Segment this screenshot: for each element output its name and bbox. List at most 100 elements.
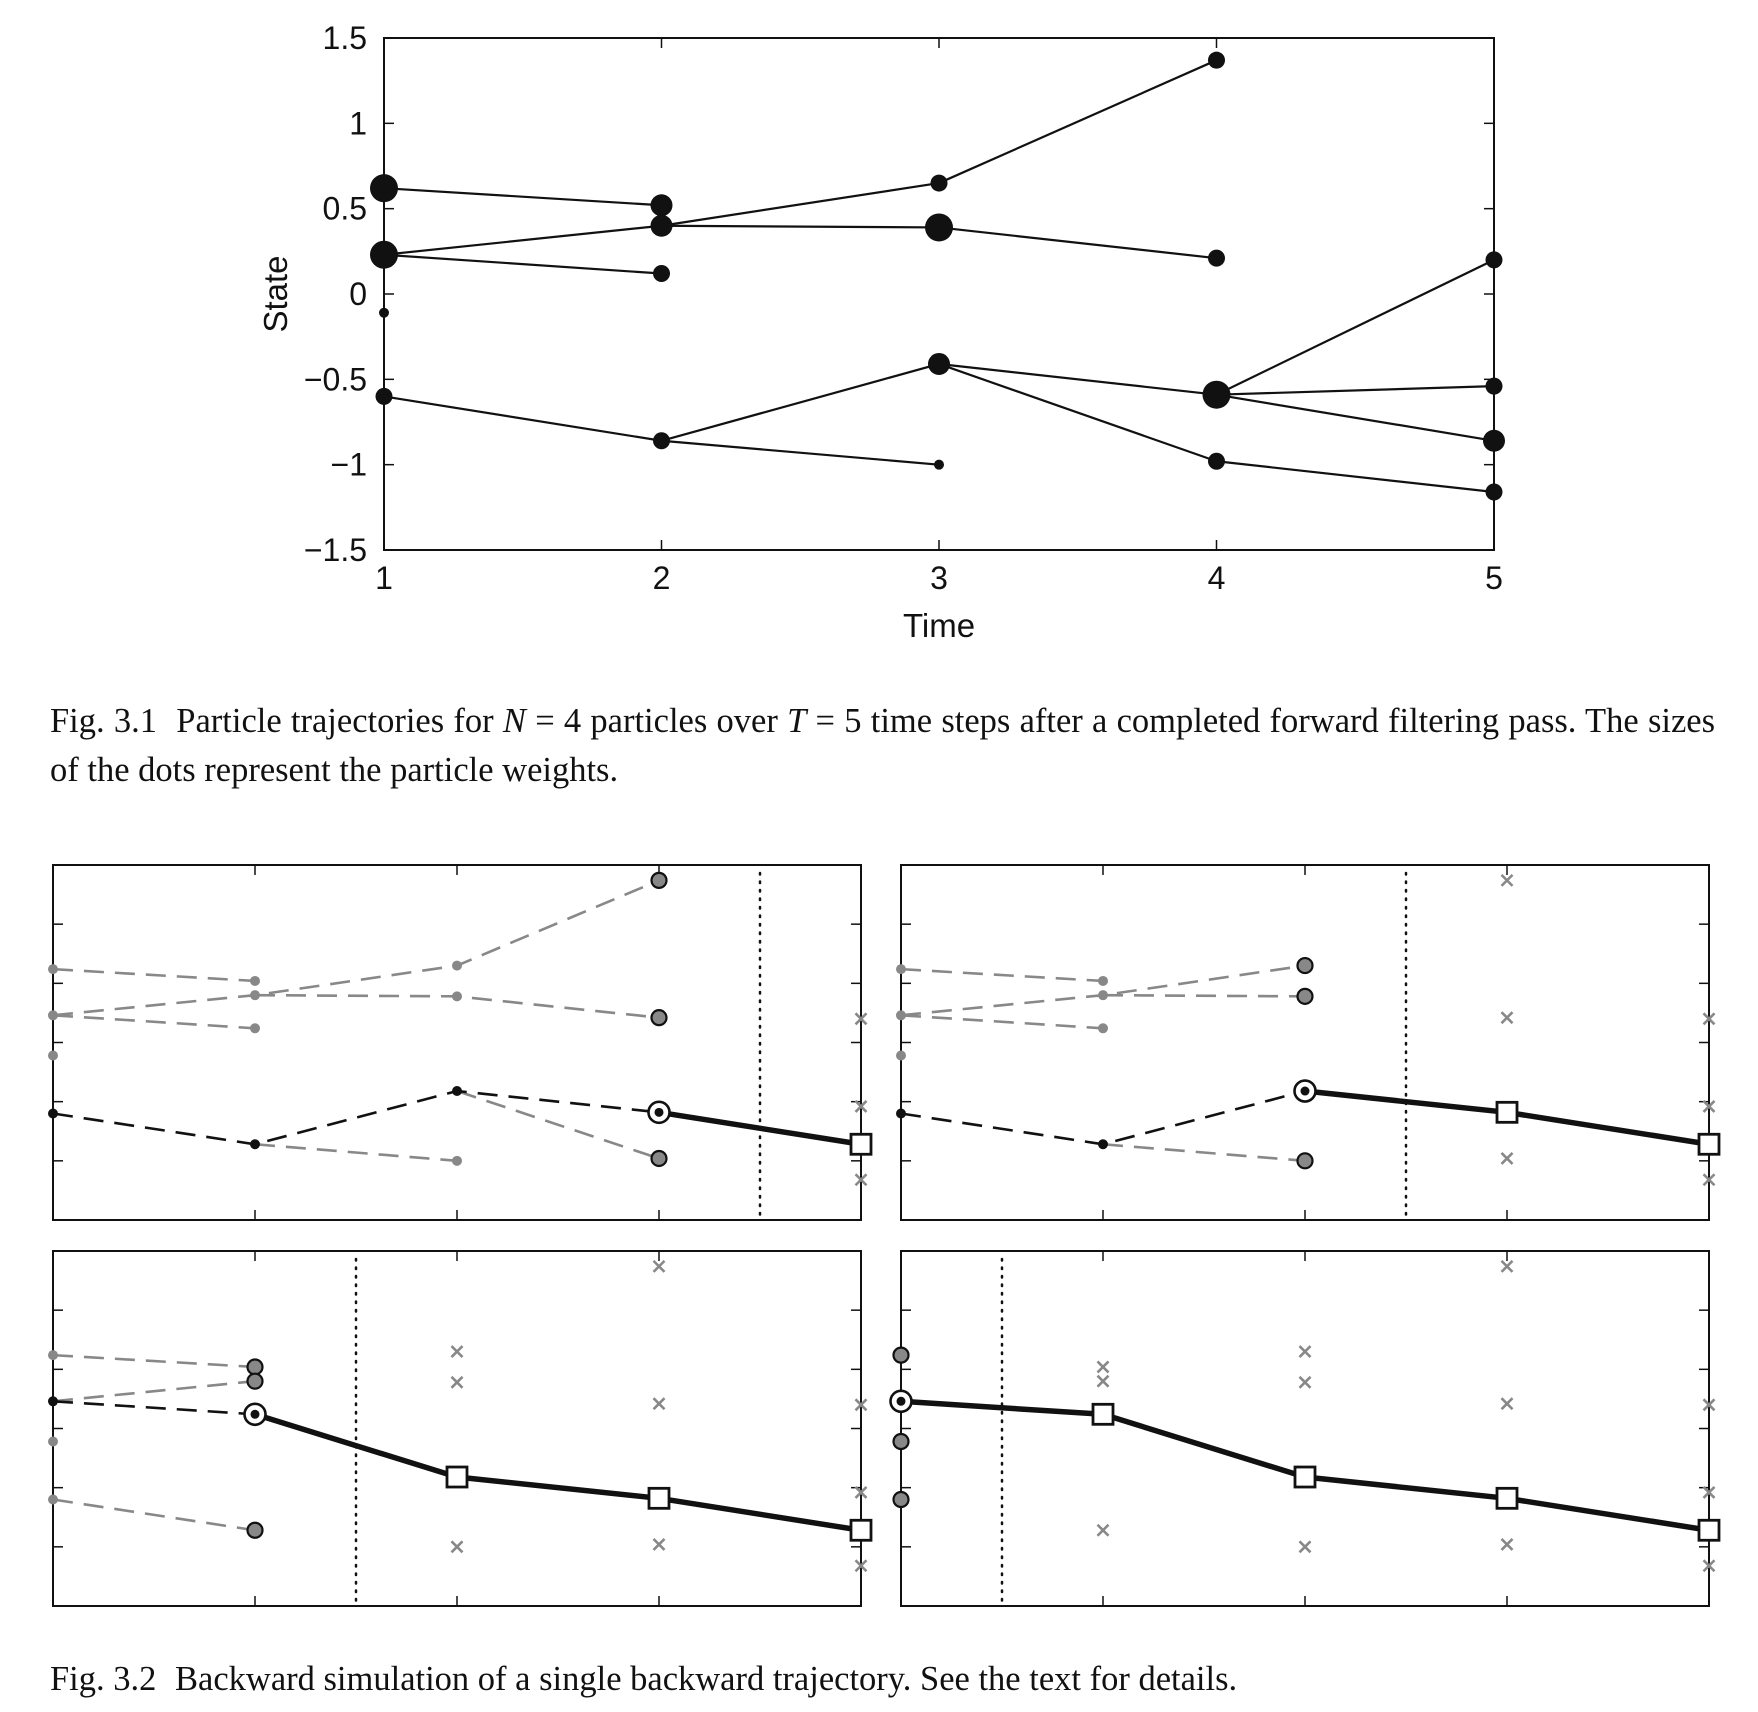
particle-dot [928, 352, 950, 375]
ancestor-particle-dot [250, 1139, 260, 1150]
backward-sim-panel-top-left [48, 864, 873, 1222]
unused-particle-cross [1298, 1345, 1312, 1359]
unused-particle-cross [854, 1099, 868, 1113]
ancestor-particle-dot [48, 1396, 58, 1407]
ancestor-particle-dot [48, 1108, 58, 1119]
ancestry-link [383, 224, 662, 256]
x-axis-label: Time [903, 607, 975, 644]
unused-particle-cross [1096, 1360, 1110, 1374]
candidate-particle-marker [1296, 987, 1314, 1005]
backward-trajectory-line [254, 1411, 862, 1533]
forward-particle-dot [48, 1050, 58, 1061]
y-tick-label: −0.5 [304, 361, 367, 397]
forward-particle-dot [48, 1010, 58, 1021]
forward-particle-dot [896, 1010, 906, 1021]
unused-particle-cross [854, 1012, 868, 1026]
ancestry-link [938, 362, 1217, 396]
forward-particle-dot [48, 964, 58, 975]
sampled-state-square [1495, 1100, 1519, 1124]
particle-dot [653, 265, 670, 283]
ancestry-link [938, 59, 1217, 185]
sampled-state-square [849, 1132, 873, 1156]
unused-particle-cross [1500, 873, 1514, 887]
figure-3-1-chart: 1 2 3 4 5 1.5 1 0.5 0 −0.5 −1 −1.5 Time State [257, 20, 1505, 644]
forward-particle-dot [250, 975, 260, 986]
unused-particle-cross [652, 1259, 666, 1273]
discarded-ancestry-line [1102, 1142, 1306, 1163]
particle-dot [1485, 251, 1503, 269]
selected-particle-center [250, 1409, 260, 1419]
candidate-particle-marker [650, 871, 668, 889]
discarded-ancestry-line [52, 1013, 256, 1030]
forward-particle-dot [1098, 975, 1108, 986]
ancestry-link [661, 362, 940, 442]
unused-particle-cross [450, 1345, 464, 1359]
x-tick-label: 4 [1208, 560, 1226, 596]
ancestry-link [938, 362, 1217, 463]
ancestry-link [383, 253, 662, 275]
panel-frame [900, 1250, 1710, 1607]
candidate-particle-marker [246, 1372, 264, 1390]
candidate-particle-marker [1296, 956, 1314, 975]
sampled-state-square [1697, 1518, 1721, 1542]
unused-particle-cross [1702, 1559, 1716, 1573]
unused-particle-cross [1500, 1011, 1514, 1025]
backward-sim-panel-bottom-right [889, 1250, 1721, 1608]
particle-dot [930, 174, 948, 192]
ancestry-link [938, 226, 1217, 260]
unused-particle-cross [450, 1540, 464, 1554]
y-tick-label: 1.5 [323, 20, 367, 56]
particle-dot [370, 240, 398, 269]
particle-dot [379, 307, 389, 318]
sampled-state-square [1697, 1132, 1721, 1156]
discarded-ancestry-line [52, 879, 660, 1017]
ancestor-path-line [900, 1089, 1306, 1146]
y-tick-label: 1 [349, 105, 367, 141]
ancestry-link [1216, 385, 1495, 396]
forward-particle-dot [48, 1436, 58, 1447]
ancestry-link [383, 395, 662, 442]
particle-dot [1485, 483, 1503, 501]
sampled-state-square [445, 1465, 469, 1489]
panel-frame [52, 1250, 862, 1607]
x-tick-label: 3 [930, 560, 948, 596]
ancestry-link [661, 439, 940, 466]
particle-dot [370, 174, 398, 203]
ancestor-particle-dot [896, 1108, 906, 1119]
caption-var-n: N [502, 702, 526, 740]
sampled-state-square [647, 1486, 671, 1510]
unused-particle-cross [1096, 1523, 1110, 1537]
particle-dot [1485, 377, 1503, 395]
figure-3-2-caption: Fig. 3.2 Backward simulation of a single… [50, 1655, 1715, 1704]
ancestor-path-line [52, 1089, 660, 1146]
ancestor-path-line [52, 1399, 256, 1416]
forward-particle-dot [250, 1023, 260, 1034]
caption-text: = 5 time steps after a completed forward… [50, 702, 1716, 789]
unused-particle-cross [854, 1398, 868, 1412]
discarded-ancestry-line [52, 1379, 256, 1403]
selected-particle-center [896, 1396, 906, 1406]
candidate-particle-marker [246, 1521, 264, 1539]
unused-particle-cross [854, 1485, 868, 1499]
unused-particle-cross [1702, 1012, 1716, 1026]
particle-dot [1208, 51, 1225, 69]
unused-particle-cross [1702, 1398, 1716, 1412]
particle-dot [653, 432, 670, 450]
unused-particle-cross [652, 1538, 666, 1551]
discarded-ancestry-line [1102, 993, 1306, 998]
figure-3-1-label: Fig. 3.1 [50, 702, 158, 740]
y-tick-label: −1 [331, 447, 367, 483]
ancestry-link [1216, 460, 1495, 494]
x-tick-label: 2 [653, 560, 671, 596]
unused-particle-cross [1500, 1259, 1514, 1273]
backward-trajectory-line [658, 1109, 862, 1147]
ancestry-link [661, 181, 940, 227]
unused-particle-cross [652, 1397, 666, 1411]
y-tick-label: 0.5 [323, 191, 367, 227]
discarded-ancestry-line [900, 967, 1104, 983]
forward-particle-dot [48, 1350, 58, 1361]
discarded-ancestry-line [52, 1353, 256, 1369]
caption-text: Backward simulation of a single backward… [175, 1660, 1238, 1698]
y-tick-label: 0 [349, 276, 367, 312]
unused-particle-cross [1298, 1375, 1312, 1389]
